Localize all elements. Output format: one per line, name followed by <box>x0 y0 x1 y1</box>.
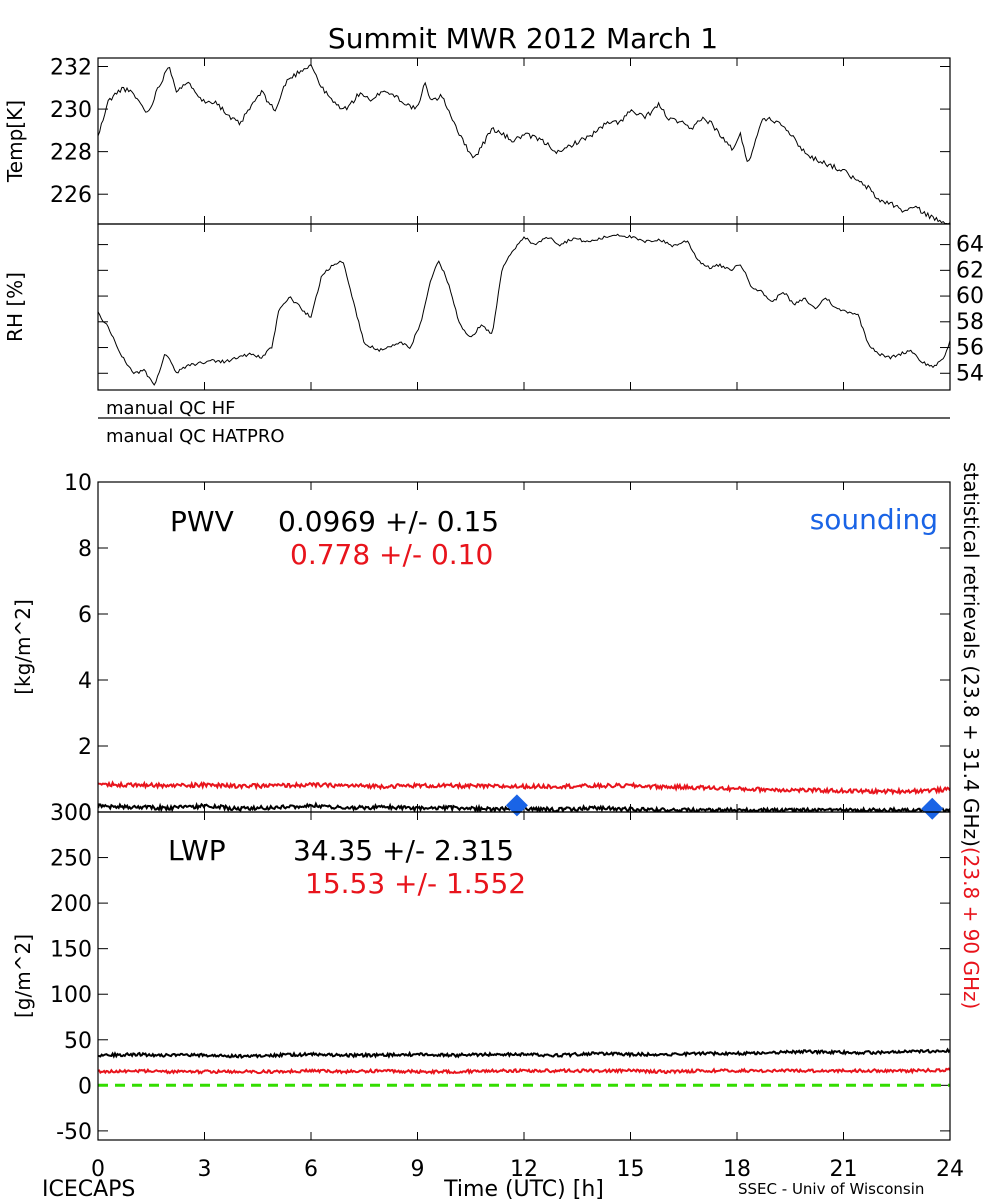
y-axis-label: [kg/m^2] <box>11 599 35 695</box>
y-tick-label: 226 <box>50 183 92 208</box>
panel-label: PWV <box>170 505 234 538</box>
x-tick-label: 0 <box>91 1157 105 1182</box>
y-tick-label: 228 <box>50 141 92 166</box>
panel-label: LWP <box>168 834 226 867</box>
series-line-black <box>98 64 950 224</box>
y-tick-label: 150 <box>50 938 92 963</box>
y-axis-label: RH [%] <box>3 272 27 342</box>
y-tick-label: 232 <box>50 56 92 81</box>
retrieval-method-label: statistical retrievals (23.8 + 31.4 GHz)… <box>959 462 983 1009</box>
sounding-point <box>921 797 944 820</box>
retrieval-label-red: (23.8 + 90 GHz) <box>959 847 983 1009</box>
x-tick-label: 15 <box>617 1157 645 1182</box>
y-tick-label: 230 <box>50 98 92 123</box>
chart-title: Summit MWR 2012 March 1 <box>328 22 718 55</box>
panel-temperature: 226 228 230 232 Temp[K] <box>3 56 951 225</box>
y-tick-label: 250 <box>50 847 92 872</box>
x-tick-label: 9 <box>411 1157 425 1182</box>
qc-label-hatpro: manual QC HATPRO <box>106 426 285 447</box>
sounding-point <box>505 794 528 817</box>
plot-frame <box>97 57 951 225</box>
value-black: 0.0969 +/- 0.15 <box>278 505 499 538</box>
x-tick-label: 24 <box>936 1157 964 1182</box>
y-tick-label: 2 <box>78 735 92 760</box>
x-tick-label: 12 <box>510 1157 538 1182</box>
y-tick-label: 0 <box>78 801 92 826</box>
series-line-red <box>98 1067 950 1076</box>
y-tick-label: 56 <box>956 336 984 361</box>
y-tick-label: 64 <box>956 233 984 258</box>
y-tick-label: 6 <box>78 603 92 628</box>
qc-label-hf: manual QC HF <box>106 398 235 419</box>
value-red: 0.778 +/- 0.10 <box>290 538 493 571</box>
value-red: 15.53 +/- 1.552 <box>305 867 526 900</box>
retrieval-label-black: statistical retrievals (23.8 + 31.4 GHz) <box>959 462 983 847</box>
footer-left: ICECAPS <box>42 1177 135 1200</box>
y-tick-label: 10 <box>64 471 92 496</box>
x-tick-label: 6 <box>304 1157 318 1182</box>
value-black: 34.35 +/- 2.315 <box>293 834 514 867</box>
y-tick-label: 300 <box>50 801 92 826</box>
y-tick-label: 50 <box>64 1029 92 1054</box>
y-tick-label: 60 <box>956 284 984 309</box>
series-line-red <box>98 780 950 796</box>
series-line-black <box>98 1047 950 1059</box>
y-tick-label: 100 <box>50 983 92 1008</box>
plot-frame <box>97 811 951 1141</box>
y-axis-label: Temp[K] <box>3 100 27 183</box>
y-tick-label: 8 <box>78 537 92 562</box>
plot-frame <box>97 223 951 391</box>
y-tick-label: 200 <box>50 892 92 917</box>
x-tick-label: 3 <box>198 1157 212 1182</box>
x-tick-label: 21 <box>830 1157 858 1182</box>
legend-sounding: sounding <box>810 503 938 536</box>
y-tick-label: 4 <box>78 669 92 694</box>
x-axis-label: Time (UTC) [h] <box>443 1177 604 1200</box>
footer-right: SSEC - Univ of Wisconsin <box>738 1180 924 1198</box>
y-tick-label: 0 <box>78 1074 92 1099</box>
series-line-black <box>98 233 950 386</box>
y-tick-label: 54 <box>956 361 984 386</box>
y-axis-label: [g/m^2] <box>11 934 35 1018</box>
y-tick-label: 58 <box>956 310 984 335</box>
y-tick-label: 62 <box>956 258 984 283</box>
y-tick-label: -50 <box>56 1120 92 1145</box>
x-tick-label: 18 <box>723 1157 751 1182</box>
panel-pwv: 0 2 4 6 8 10 [kg/m^2] PWV 0.0969 +/- 0.150.778 +… <box>11 471 951 826</box>
